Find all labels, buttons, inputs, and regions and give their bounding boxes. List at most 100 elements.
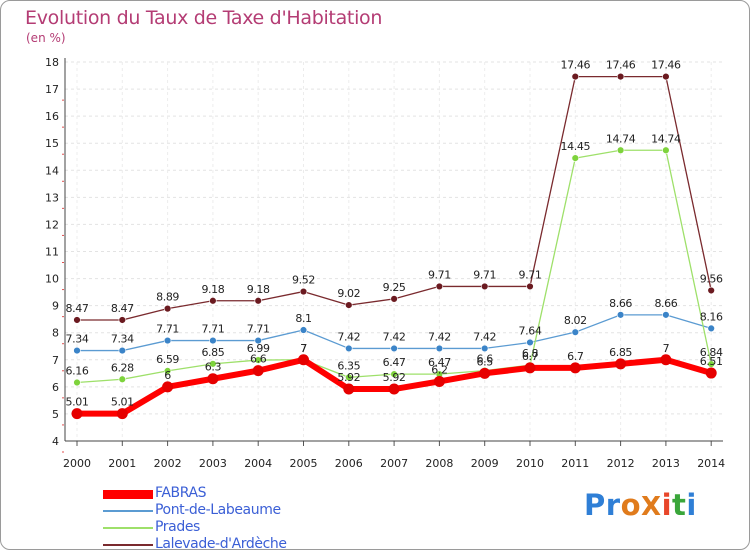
data-point — [388, 383, 400, 395]
data-label: 14.45 — [561, 140, 591, 153]
logo-letter: P — [584, 488, 606, 522]
y-tick-label: 10 — [45, 273, 59, 286]
data-label: 6.6 — [250, 353, 267, 366]
data-label: 6.7 — [567, 350, 584, 363]
data-label: 9.71 — [519, 268, 542, 281]
data-label: 14.74 — [651, 132, 681, 145]
data-point — [209, 360, 217, 368]
data-label: 6.47 — [428, 356, 451, 369]
data-point — [571, 72, 579, 81]
data-point — [254, 336, 262, 345]
data-label: 14.74 — [606, 132, 636, 145]
data-point — [616, 311, 625, 319]
data-point — [390, 344, 398, 353]
data-point — [209, 297, 217, 305]
data-label: 6.59 — [156, 353, 179, 366]
data-point — [660, 354, 672, 366]
data-label: 9.02 — [337, 287, 360, 300]
data-label: 6.85 — [609, 346, 632, 359]
legend-swatch — [103, 489, 153, 499]
data-point — [435, 344, 444, 353]
data-point — [73, 346, 81, 355]
data-label: 7.71 — [201, 323, 224, 336]
x-tick-label: 2006 — [335, 457, 363, 470]
data-label: 6.6 — [477, 353, 494, 366]
data-point — [254, 297, 262, 305]
x-tick-label: 2004 — [244, 457, 272, 470]
y-tick-label: 4 — [52, 435, 59, 448]
x-tick-label: 2009 — [471, 457, 499, 470]
data-label: 9.71 — [428, 268, 451, 281]
data-label: 7 — [663, 342, 670, 355]
x-tick-label: 2005 — [290, 457, 318, 470]
data-point — [571, 154, 579, 162]
data-label: 7.34 — [66, 333, 89, 346]
data-label: 5.92 — [383, 371, 406, 384]
data-label: 9.25 — [383, 281, 406, 294]
logo-letter: i — [661, 488, 673, 522]
data-label: 5.01 — [66, 396, 89, 409]
data-label: 6.8 — [522, 347, 539, 360]
data-label: 17.46 — [561, 59, 591, 72]
data-label: 6.35 — [337, 359, 360, 372]
data-point — [73, 378, 81, 387]
series-pont-de-labeaume — [73, 311, 715, 355]
data-point — [163, 336, 172, 345]
data-label: 6.2 — [431, 363, 447, 376]
data-point — [345, 301, 353, 309]
legend-label: FABRAS — [155, 485, 207, 501]
data-label: 8.66 — [654, 297, 677, 310]
data-point — [433, 375, 445, 387]
data-point — [299, 326, 308, 334]
legend-swatch — [103, 544, 153, 546]
data-label: 6.3 — [205, 361, 222, 374]
data-point — [662, 146, 670, 154]
data-point — [616, 146, 625, 154]
data-point — [254, 356, 262, 364]
data-label: 7.71 — [156, 323, 179, 336]
data-point — [662, 72, 670, 81]
data-label: 5.01 — [111, 396, 134, 409]
data-point — [616, 72, 625, 81]
data-point — [571, 328, 579, 336]
data-label: 8.02 — [564, 314, 587, 327]
data-label: 7.42 — [428, 330, 451, 343]
data-point — [163, 367, 172, 375]
y-tick-label: 13 — [45, 191, 59, 204]
data-label: 8.47 — [66, 302, 89, 315]
data-point — [299, 287, 308, 296]
data-point — [118, 375, 127, 383]
logo-letter: X — [641, 492, 662, 522]
data-label: 9.71 — [473, 268, 496, 281]
x-tick-label: 2007 — [380, 457, 408, 470]
data-label: 17.46 — [651, 59, 681, 72]
y-tick-label: 8 — [52, 327, 59, 340]
x-tick-label: 2013 — [652, 457, 680, 470]
x-tick-label: 2000 — [63, 457, 91, 470]
series-lalevade-d-ard-che — [73, 72, 715, 324]
data-point — [435, 282, 444, 291]
data-label: 6.99 — [247, 342, 270, 355]
y-tick-label: 16 — [45, 110, 59, 123]
data-point — [345, 344, 353, 353]
data-point — [481, 344, 489, 353]
data-label: 8.89 — [156, 291, 179, 304]
data-label: 7.42 — [473, 330, 496, 343]
y-tick-label: 18 — [45, 56, 59, 69]
x-tick-label: 2010 — [516, 457, 544, 470]
data-label: 6 — [164, 369, 171, 382]
y-tick-label: 6 — [52, 381, 59, 394]
data-label: 5.92 — [337, 371, 360, 384]
y-tick-label: 15 — [45, 137, 59, 150]
data-point — [390, 295, 398, 303]
data-label: 17.46 — [606, 59, 636, 72]
x-tick-label: 2014 — [697, 457, 725, 470]
data-point — [163, 304, 172, 313]
legend-label: Pont-de-Labeaume — [155, 502, 281, 518]
series-fabras — [71, 354, 717, 420]
legend-label: Prades — [155, 519, 200, 535]
proxiti-logo: ProXiti — [584, 488, 697, 522]
y-tick-label: 9 — [52, 300, 59, 313]
